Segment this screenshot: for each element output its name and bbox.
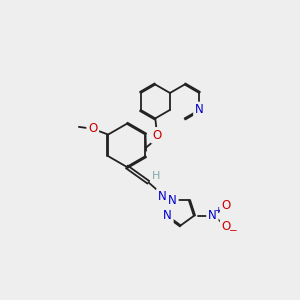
- Text: N: N: [208, 209, 217, 222]
- Text: +: +: [214, 206, 221, 215]
- Text: −: −: [229, 226, 238, 236]
- Text: N: N: [163, 209, 172, 222]
- Text: O: O: [152, 129, 161, 142]
- Text: N: N: [195, 103, 204, 116]
- Text: N: N: [158, 190, 167, 203]
- Text: N: N: [168, 194, 177, 207]
- Text: O: O: [222, 199, 231, 212]
- Text: O: O: [88, 122, 98, 135]
- Text: H: H: [152, 171, 160, 181]
- Text: O: O: [222, 220, 231, 233]
